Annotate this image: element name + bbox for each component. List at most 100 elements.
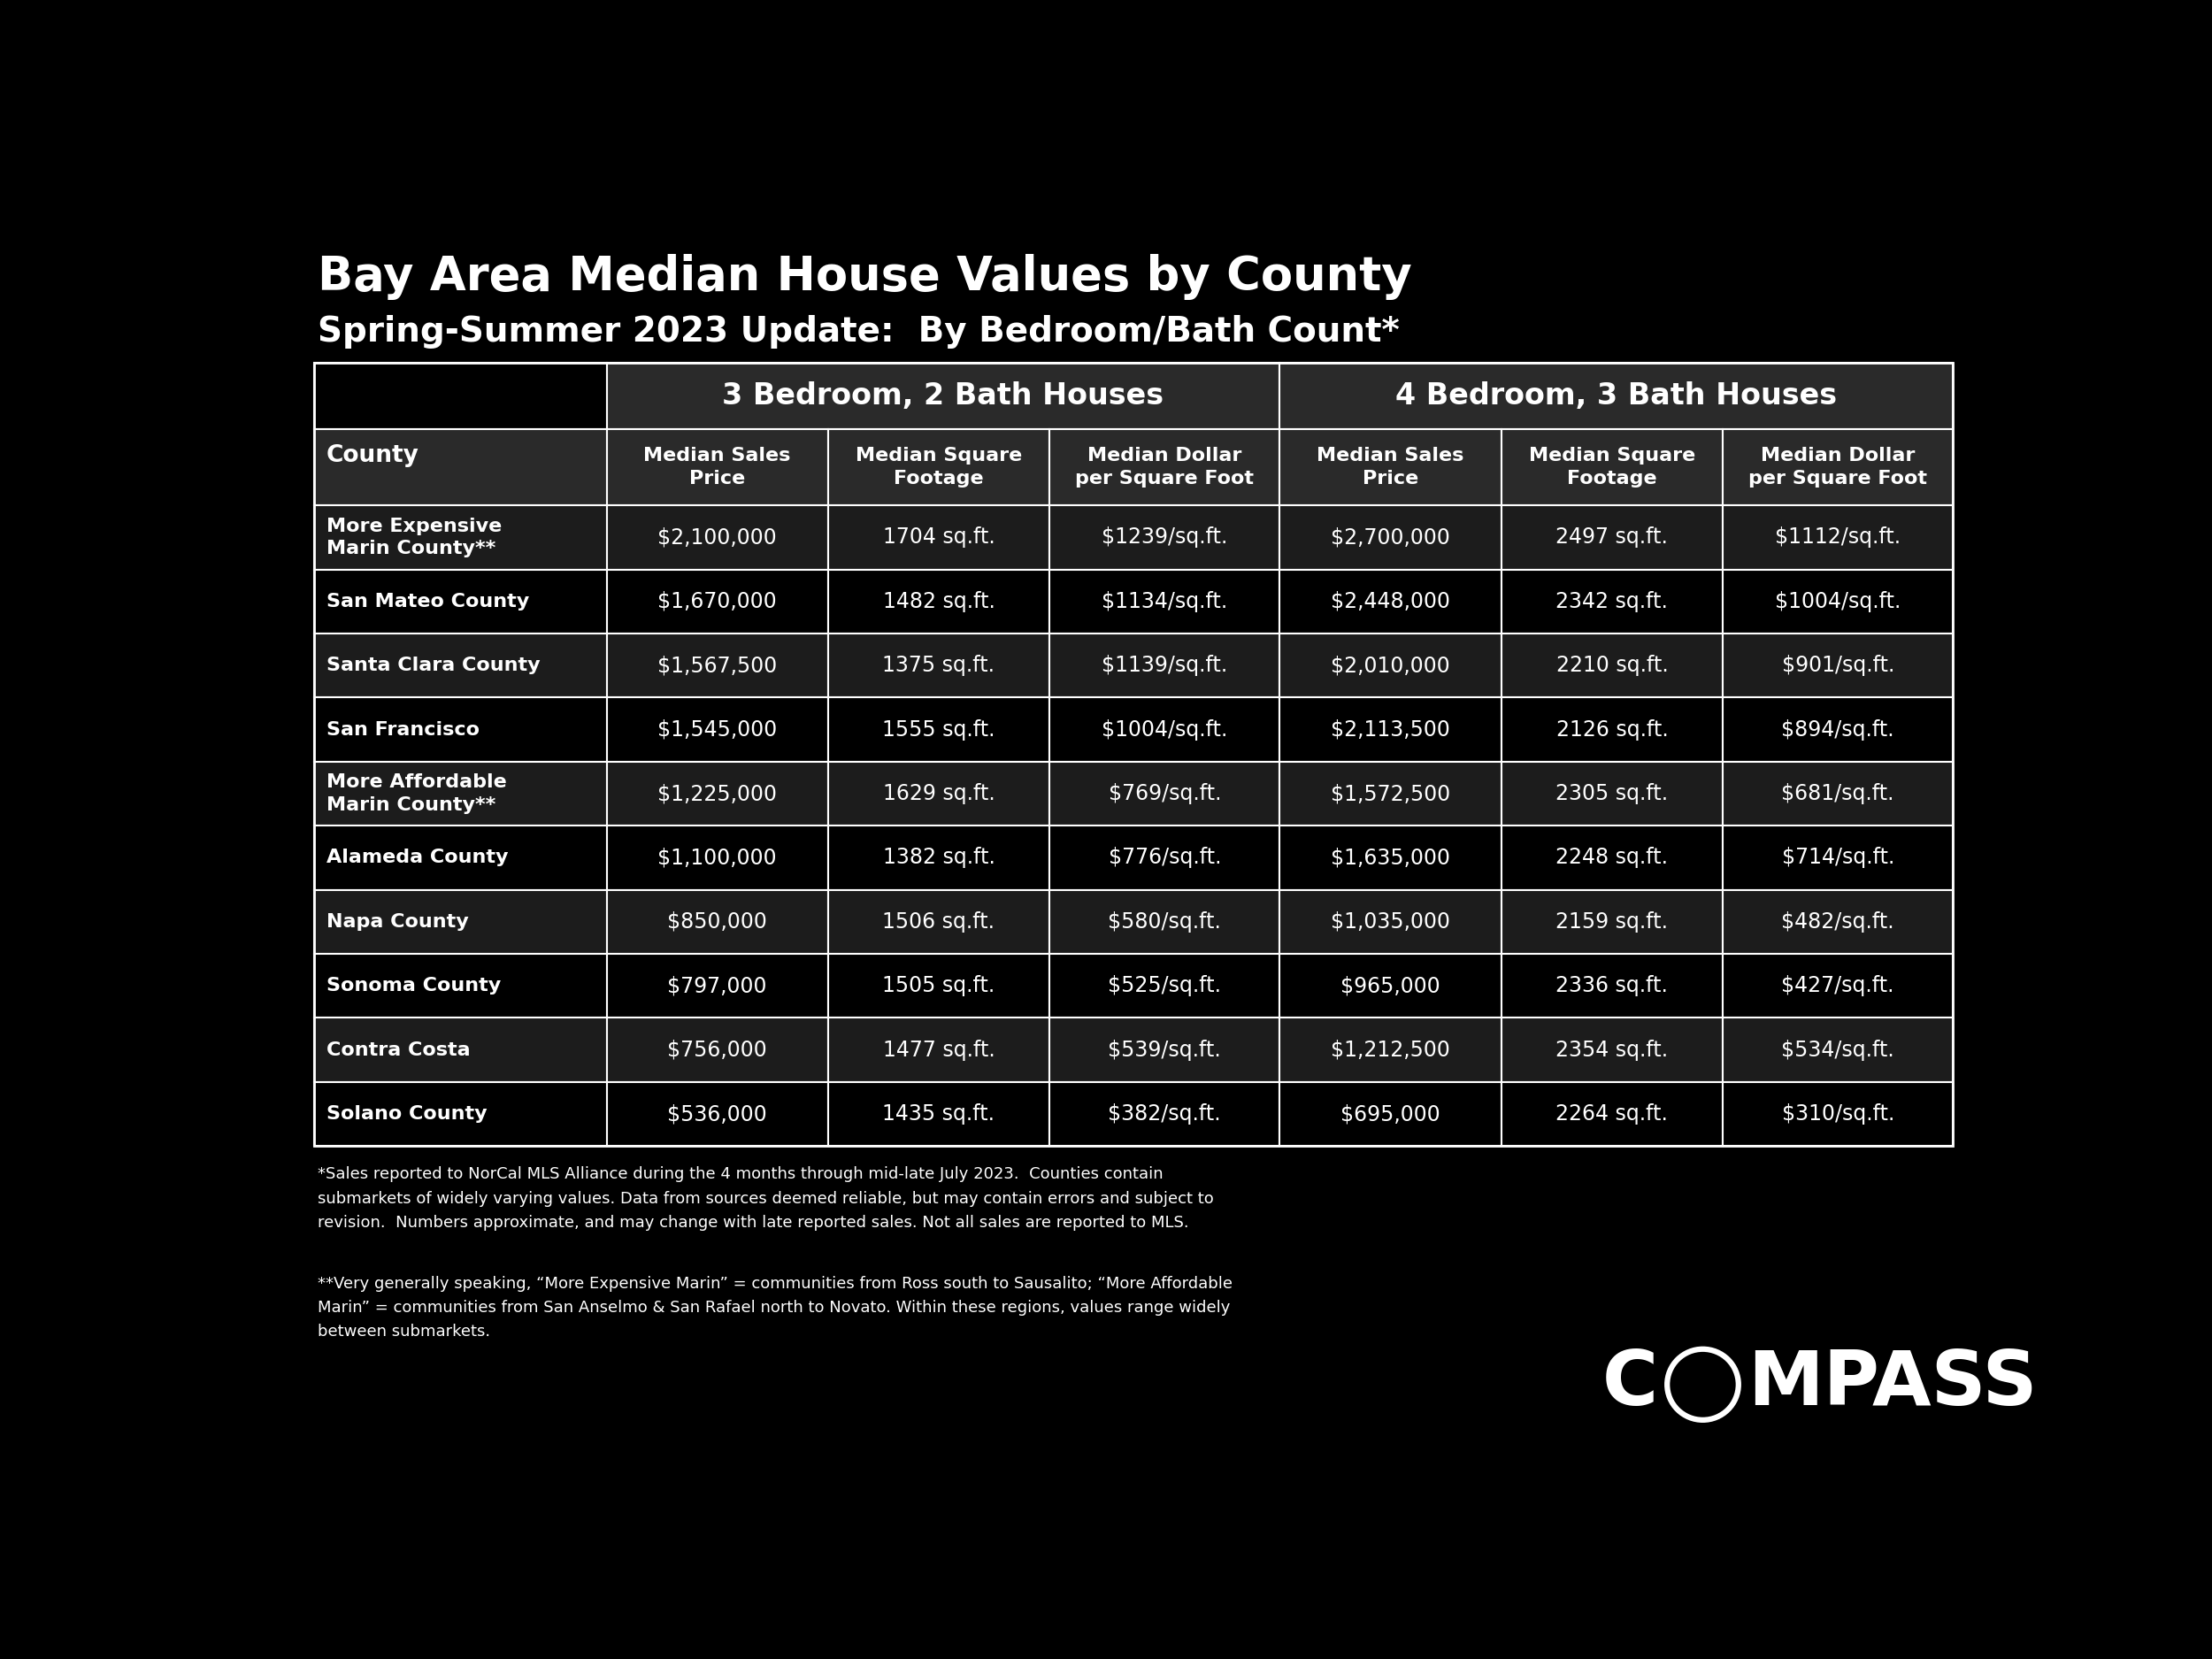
Bar (314, 761, 606, 826)
Text: $580/sq.ft.: $580/sq.ft. (1108, 911, 1221, 932)
Text: 1704 sq.ft.: 1704 sq.ft. (883, 528, 995, 547)
Text: $1134/sq.ft.: $1134/sq.ft. (1102, 591, 1228, 612)
Text: Santa Clara County: Santa Clara County (327, 657, 540, 674)
Bar (1281, 1019, 1502, 1082)
Text: $482/sq.ft.: $482/sq.ft. (1781, 911, 1893, 932)
Bar (1281, 761, 1502, 826)
Text: $1004/sq.ft.: $1004/sq.ft. (1102, 718, 1228, 740)
Text: $1,225,000: $1,225,000 (657, 783, 776, 805)
Bar (1502, 889, 1723, 954)
Text: **Very generally speaking, “More Expensive Marin” = communities from Ross south : **Very generally speaking, “More Expensi… (319, 1276, 1232, 1339)
Text: 1435 sq.ft.: 1435 sq.ft. (883, 1103, 995, 1125)
Bar (314, 889, 606, 954)
Text: Sonoma County: Sonoma County (327, 977, 502, 995)
Text: $714/sq.ft.: $714/sq.ft. (1781, 848, 1893, 868)
Text: 1629 sq.ft.: 1629 sq.ft. (883, 783, 995, 805)
Bar (1048, 889, 1281, 954)
Bar (314, 826, 606, 889)
Text: $894/sq.ft.: $894/sq.ft. (1781, 718, 1893, 740)
Bar (1502, 506, 1723, 569)
Bar (1502, 1019, 1723, 1082)
Text: $1,567,500: $1,567,500 (657, 655, 776, 677)
Text: $1,100,000: $1,100,000 (657, 848, 776, 868)
Text: Median Sales
Price: Median Sales Price (644, 446, 792, 488)
Bar (1502, 430, 1723, 506)
Text: More Affordable
Marin County**: More Affordable Marin County** (327, 773, 507, 815)
Bar (827, 506, 1048, 569)
Text: Median Square
Footage: Median Square Footage (856, 446, 1022, 488)
Bar (606, 430, 827, 506)
Bar (1723, 569, 1953, 634)
Bar (314, 697, 606, 761)
Text: Napa County: Napa County (327, 912, 469, 931)
Text: $525/sq.ft.: $525/sq.ft. (1108, 975, 1221, 997)
Text: Spring-Summer 2023 Update:  By Bedroom/Bath Count*: Spring-Summer 2023 Update: By Bedroom/Ba… (319, 315, 1400, 348)
Bar (314, 1082, 606, 1146)
Text: $536,000: $536,000 (668, 1103, 768, 1125)
Text: 1375 sq.ft.: 1375 sq.ft. (883, 655, 995, 677)
Bar (1048, 634, 1281, 697)
Bar (1723, 761, 1953, 826)
Bar (1048, 697, 1281, 761)
Text: $2,448,000: $2,448,000 (1332, 591, 1451, 612)
Text: $756,000: $756,000 (668, 1039, 768, 1060)
Bar (1281, 697, 1502, 761)
Text: 2248 sq.ft.: 2248 sq.ft. (1555, 848, 1668, 868)
Text: 3 Bedroom, 2 Bath Houses: 3 Bedroom, 2 Bath Houses (723, 382, 1164, 410)
Text: 4 Bedroom, 3 Bath Houses: 4 Bedroom, 3 Bath Houses (1396, 382, 1838, 410)
Bar (827, 889, 1048, 954)
Bar (606, 697, 827, 761)
Text: $1,212,500: $1,212,500 (1332, 1039, 1451, 1060)
Bar (1048, 506, 1281, 569)
Text: 1477 sq.ft.: 1477 sq.ft. (883, 1039, 995, 1060)
Text: $1239/sq.ft.: $1239/sq.ft. (1102, 528, 1228, 547)
Text: $681/sq.ft.: $681/sq.ft. (1781, 783, 1893, 805)
Bar (606, 506, 827, 569)
Text: San Mateo County: San Mateo County (327, 592, 529, 611)
Bar (1281, 889, 1502, 954)
Text: 1506 sq.ft.: 1506 sq.ft. (883, 911, 995, 932)
Bar (314, 430, 606, 506)
Bar (1048, 761, 1281, 826)
Text: 2159 sq.ft.: 2159 sq.ft. (1555, 911, 1668, 932)
Bar (827, 634, 1048, 697)
Bar (606, 954, 827, 1019)
Text: 2264 sq.ft.: 2264 sq.ft. (1555, 1103, 1668, 1125)
Bar (1723, 1019, 1953, 1082)
Bar (827, 761, 1048, 826)
Text: Contra Costa: Contra Costa (327, 1042, 471, 1058)
Text: $382/sq.ft.: $382/sq.ft. (1108, 1103, 1221, 1125)
Text: $1,545,000: $1,545,000 (657, 718, 776, 740)
Bar (1723, 954, 1953, 1019)
Bar (1502, 634, 1723, 697)
Bar (1048, 430, 1281, 506)
Text: $776/sq.ft.: $776/sq.ft. (1108, 848, 1221, 868)
Bar (606, 569, 827, 634)
Bar (827, 1082, 1048, 1146)
Text: San Francisco: San Francisco (327, 720, 480, 738)
Bar (1048, 826, 1281, 889)
Text: Median Dollar
per Square Foot: Median Dollar per Square Foot (1075, 446, 1254, 488)
Text: $534/sq.ft.: $534/sq.ft. (1781, 1039, 1893, 1060)
Bar (1502, 826, 1723, 889)
Text: Median Square
Footage: Median Square Footage (1528, 446, 1694, 488)
Text: 2336 sq.ft.: 2336 sq.ft. (1555, 975, 1668, 997)
Text: $797,000: $797,000 (668, 975, 768, 997)
Bar (1502, 569, 1723, 634)
Text: Bay Area Median House Values by County: Bay Area Median House Values by County (319, 254, 1411, 300)
Text: $1004/sq.ft.: $1004/sq.ft. (1774, 591, 1900, 612)
Bar (1502, 1082, 1723, 1146)
Text: 2342 sq.ft.: 2342 sq.ft. (1555, 591, 1668, 612)
Bar (606, 634, 827, 697)
Text: $965,000: $965,000 (1340, 975, 1440, 997)
Text: 1505 sq.ft.: 1505 sq.ft. (883, 975, 995, 997)
Bar (1281, 634, 1502, 697)
Bar (1048, 1082, 1281, 1146)
Text: 1482 sq.ft.: 1482 sq.ft. (883, 591, 995, 612)
Bar (1281, 430, 1502, 506)
Bar (827, 569, 1048, 634)
Text: 2497 sq.ft.: 2497 sq.ft. (1555, 528, 1668, 547)
Bar (827, 430, 1048, 506)
Text: $1,572,500: $1,572,500 (1332, 783, 1451, 805)
Bar (314, 363, 1953, 1146)
